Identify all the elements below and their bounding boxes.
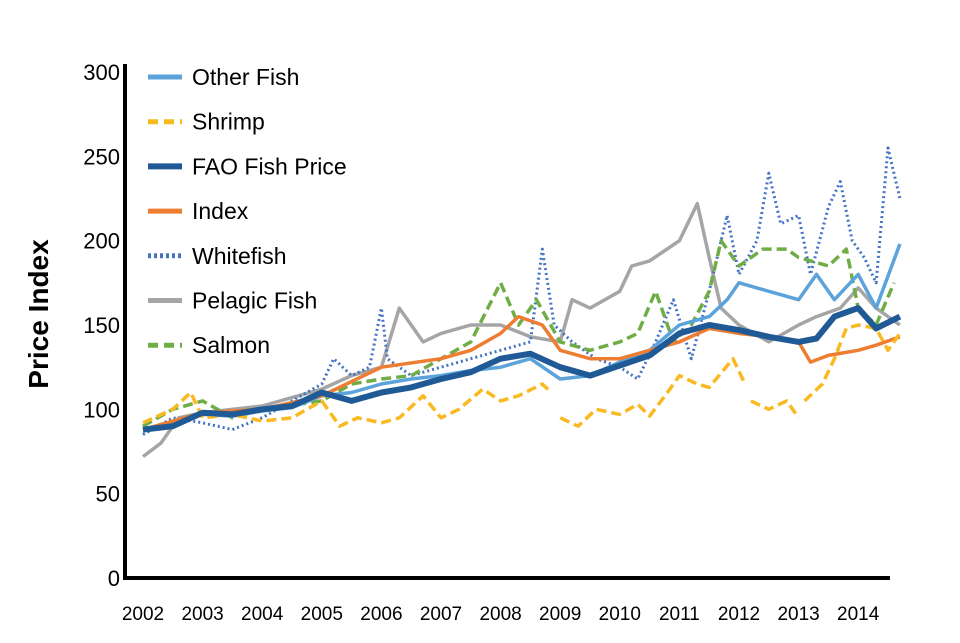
y-tick-label: 250: [83, 144, 120, 169]
legend-item: Index: [148, 198, 249, 224]
x-tick-label: 2007: [420, 604, 462, 625]
x-tick-label: 2010: [599, 604, 641, 625]
legend-label: Shrimp: [192, 109, 265, 135]
y-tick-label: 100: [83, 397, 120, 422]
y-tick-labels: 0 50 100 150 200 250 300: [83, 60, 120, 591]
legend-label: Whitefish: [192, 243, 287, 269]
legend-label: FAO Fish Price: [192, 153, 347, 179]
legend-item: Pelagic Fish: [148, 288, 317, 314]
x-tick-label: 2009: [539, 604, 581, 625]
series-line-shrimp: [142, 323, 902, 428]
x-tick-labels: 2002 2003 2004 2005 2006 2007 2008 2009 2010 2011…: [122, 604, 880, 625]
x-tick-label: 2002: [122, 604, 164, 625]
y-tick-label: 300: [83, 60, 120, 85]
y-tick-label: 50: [96, 482, 120, 507]
x-tick-label: 2003: [181, 604, 223, 625]
legend-item: Shrimp: [148, 109, 265, 135]
series-line-fao-fish-price: [142, 305, 902, 433]
legend-label: Other Fish: [192, 64, 299, 90]
y-axis-label: Price Index: [23, 239, 54, 389]
legend-item: FAO Fish Price: [148, 153, 347, 179]
legend: Other Fish Shrimp FAO Fish Price Index White…: [148, 64, 347, 358]
series-line-index: [142, 314, 901, 432]
x-tick-label: 2008: [479, 604, 521, 625]
legend-label: Pelagic Fish: [192, 288, 317, 314]
y-tick-label: 0: [108, 566, 120, 591]
x-tick-label: 2012: [718, 604, 760, 625]
legend-item: Salmon: [148, 332, 270, 358]
x-tick-label: 2005: [301, 604, 343, 625]
series-line-pelagic-fish: [141, 201, 901, 458]
legend-label: Index: [192, 198, 249, 224]
legend-item: Other Fish: [148, 64, 299, 90]
x-tick-label: 2014: [837, 604, 880, 625]
legend-label: Salmon: [192, 332, 270, 358]
series-line-whitefish: [142, 146, 902, 436]
legend-item: Whitefish: [148, 243, 287, 269]
series-line-salmon: [142, 238, 896, 428]
y-tick-label: 200: [83, 229, 120, 254]
x-tick-label: 2004: [241, 604, 284, 625]
series-layer: [141, 146, 902, 458]
x-tick-label: 2006: [360, 604, 402, 625]
x-tick-label: 2011: [659, 604, 700, 625]
y-tick-label: 150: [83, 313, 120, 338]
x-tick-label: 2013: [777, 604, 819, 625]
